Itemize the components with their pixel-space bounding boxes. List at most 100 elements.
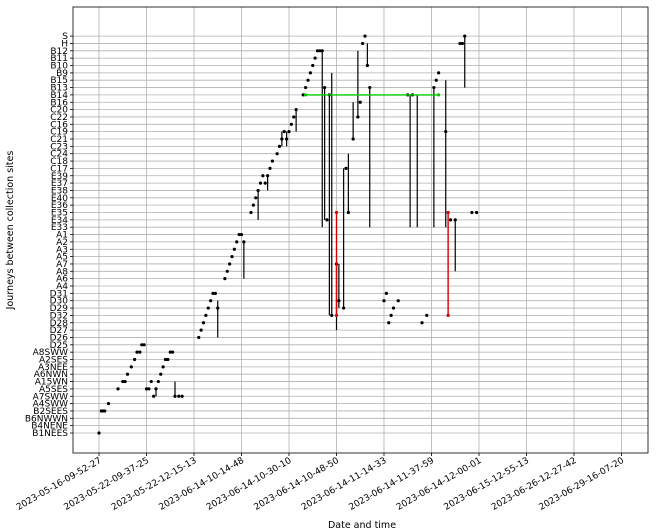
data-point — [437, 93, 441, 97]
y-tick-label: H — [61, 39, 68, 49]
data-point — [277, 144, 282, 148]
data-point — [173, 394, 177, 398]
data-point — [446, 210, 450, 215]
data-point — [232, 247, 236, 251]
y-tick-label: B13 — [50, 84, 68, 94]
x-tick-label: 2023-06-14-11-37-59 — [348, 456, 437, 513]
data-point — [140, 343, 144, 347]
x-tick-label: 2023-06-15-12-55-13 — [443, 456, 531, 513]
data-point — [301, 93, 305, 97]
y-tick-label: E35 — [51, 209, 68, 219]
data-point — [287, 130, 291, 134]
data-point — [315, 49, 320, 53]
y-tick-label: A2SES — [39, 356, 68, 366]
y-tick-label: B6NWWN — [25, 414, 68, 424]
data-point — [304, 85, 308, 90]
data-point — [268, 166, 272, 170]
data-point — [320, 49, 324, 53]
y-tick-label: A8SWW — [33, 348, 68, 358]
y-tick-label: C18 — [50, 157, 68, 167]
data-point — [116, 387, 120, 391]
data-point — [249, 210, 253, 215]
data-point — [384, 291, 388, 295]
y-tick-label: D32 — [50, 311, 68, 321]
x-tick-label: 2023-06-29-16-07-20 — [538, 456, 627, 513]
data-point — [223, 277, 227, 281]
data-point — [382, 299, 386, 303]
y-tick-label: E37 — [51, 179, 68, 189]
data-point — [323, 85, 327, 90]
data-point — [230, 255, 234, 259]
x-tick-label: 2023-06-14-10-14-48 — [158, 456, 247, 513]
x-tick-label: 2023-06-26-12-27-42 — [490, 456, 578, 513]
data-point — [209, 299, 213, 303]
y-tick-label: B4NENE — [31, 422, 68, 432]
data-point — [142, 343, 146, 347]
x-tick-label: 2023-05-22-09-37-25 — [63, 456, 151, 513]
data-point — [177, 394, 181, 398]
data-point — [363, 34, 367, 38]
x-tick-label: 2023-06-14-12-00-01 — [395, 456, 483, 513]
data-point — [470, 210, 474, 215]
data-point — [235, 240, 239, 244]
data-point — [204, 313, 208, 317]
data-point — [256, 188, 260, 193]
data-point — [242, 240, 246, 244]
data-point — [396, 299, 400, 303]
data-point — [125, 372, 130, 376]
data-point — [213, 291, 217, 295]
data-point — [270, 159, 274, 163]
data-point — [289, 122, 293, 126]
y-tick-label: C23 — [50, 142, 68, 152]
data-point — [266, 174, 270, 178]
y-tick-label: C19 — [50, 128, 68, 138]
data-point — [225, 269, 229, 273]
y-tick-labels: B1NEESB4NENEB6NWWNB2SEESA4SWWA7SWWA5SESA… — [25, 32, 73, 439]
y-tick-label: C21 — [50, 135, 68, 145]
data-point — [282, 130, 286, 134]
y-tick-label: A8 — [56, 267, 68, 277]
y-tick-label: A5 — [56, 253, 68, 263]
data-point — [304, 93, 308, 97]
data-point — [318, 49, 322, 53]
y-tick-label: C17 — [50, 164, 68, 174]
y-tick-label: D27 — [50, 326, 68, 336]
y-tick-label: A1 — [56, 231, 68, 241]
data-point — [334, 313, 339, 317]
y-tick-label: B10 — [50, 62, 68, 72]
y-tick-label: S — [62, 32, 68, 42]
data-point — [106, 402, 111, 406]
data-point — [197, 335, 201, 340]
y-tick-label: B1NEES — [32, 429, 68, 439]
data-point — [103, 409, 107, 413]
data-point — [368, 85, 372, 90]
data-point — [152, 394, 156, 398]
x-tick-label: 2023-06-14-10-48-50 — [253, 456, 342, 513]
y-tick-label: B14 — [50, 91, 68, 101]
data-point — [463, 34, 467, 38]
data-point — [228, 262, 232, 266]
y-tick-label: A4SWW — [33, 400, 68, 410]
data-point — [133, 357, 137, 362]
data-point — [239, 232, 244, 237]
y-tick-label: B15 — [50, 76, 68, 86]
data-point — [475, 210, 479, 215]
data-point — [458, 41, 462, 46]
data-point — [211, 291, 215, 295]
y-tick-label: A3NEE — [38, 363, 68, 373]
y-tick-label: E39 — [51, 172, 68, 182]
x-tick-labels: 2023-05-16-09-52-272023-05-22-09-37-2520… — [15, 453, 626, 513]
data-point — [180, 394, 184, 398]
grid — [73, 7, 648, 453]
data-point — [123, 379, 127, 384]
data-point — [358, 100, 362, 104]
data-point — [97, 431, 101, 435]
y-tick-label: E40 — [51, 194, 68, 204]
data-point — [135, 350, 139, 354]
y-axis-title: Journeys between collection sites — [5, 151, 16, 311]
data-point — [420, 321, 424, 325]
x-tick-label: 2023-06-14-10-30-10 — [205, 456, 294, 513]
data-point — [334, 210, 339, 215]
y-tick-label: E33 — [51, 223, 68, 233]
